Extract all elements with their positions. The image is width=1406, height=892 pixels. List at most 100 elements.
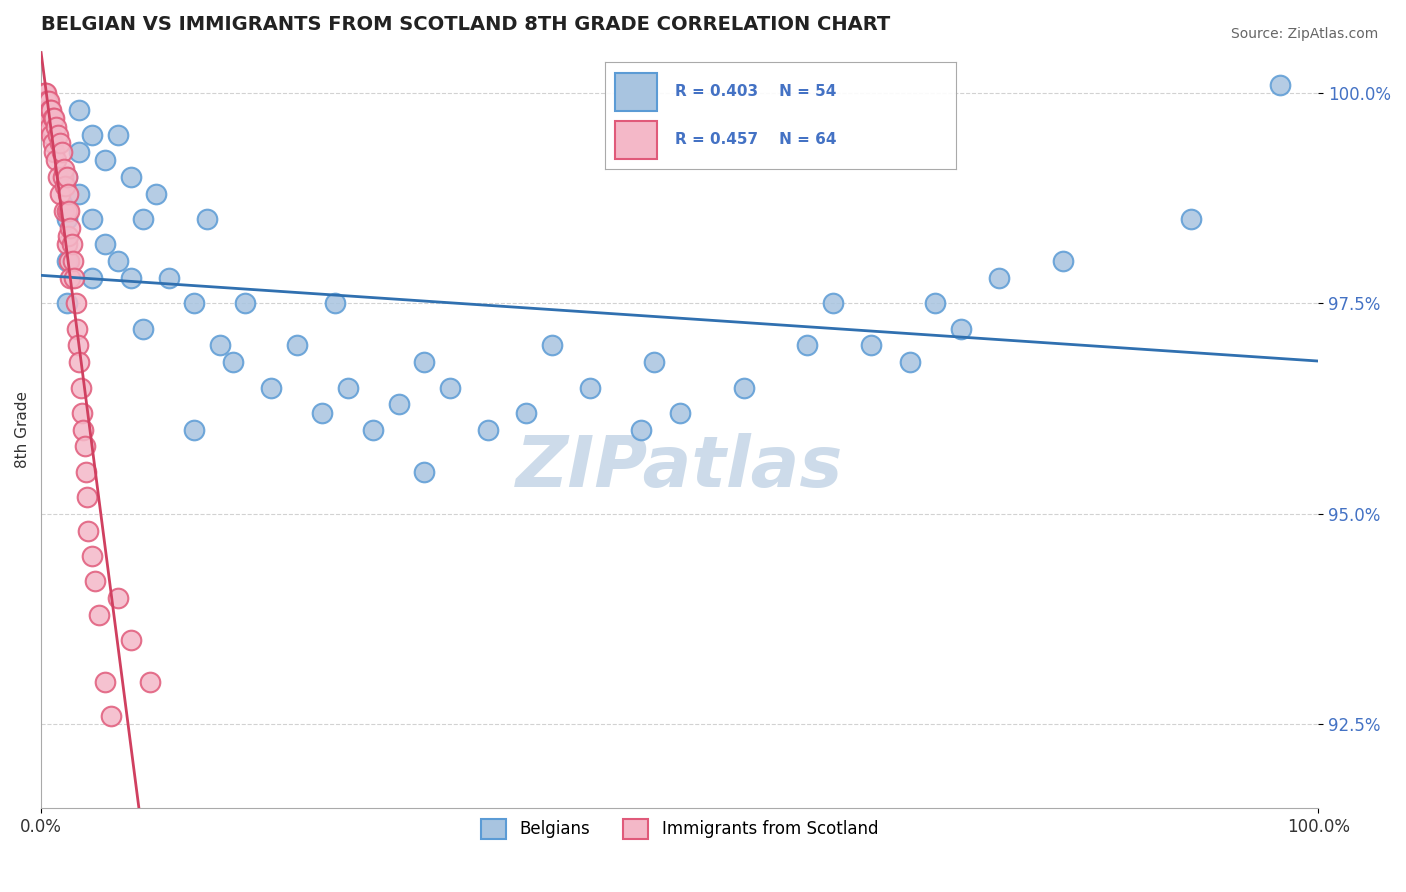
Point bbox=[77, 524, 100, 538]
Point bbox=[413, 465, 436, 479]
Point bbox=[643, 355, 665, 369]
Point bbox=[949, 321, 972, 335]
Point bbox=[107, 128, 129, 142]
Point bbox=[183, 423, 205, 437]
Point bbox=[361, 423, 384, 437]
Point bbox=[120, 170, 142, 185]
Point bbox=[60, 237, 83, 252]
Point bbox=[630, 423, 652, 437]
Point bbox=[477, 423, 499, 437]
Point bbox=[67, 355, 90, 369]
Point bbox=[32, 95, 55, 109]
Point bbox=[65, 296, 87, 310]
Point bbox=[83, 574, 105, 589]
Point bbox=[53, 178, 76, 193]
Point bbox=[285, 338, 308, 352]
Point bbox=[82, 271, 104, 285]
Point bbox=[898, 355, 921, 369]
Point bbox=[107, 254, 129, 268]
Point bbox=[120, 633, 142, 648]
Point bbox=[87, 607, 110, 622]
Point bbox=[221, 355, 243, 369]
Point bbox=[323, 296, 346, 310]
Point bbox=[82, 549, 104, 563]
Point bbox=[439, 380, 461, 394]
Point bbox=[39, 120, 62, 134]
Point bbox=[120, 271, 142, 285]
Legend: Belgians, Immigrants from Scotland: Belgians, Immigrants from Scotland bbox=[474, 812, 884, 846]
Point bbox=[45, 153, 67, 168]
Point bbox=[55, 296, 77, 310]
Point bbox=[733, 380, 755, 394]
Point bbox=[145, 186, 167, 201]
Point bbox=[38, 111, 60, 125]
Point bbox=[132, 212, 155, 227]
Point bbox=[56, 186, 79, 201]
Point bbox=[49, 136, 72, 151]
Point bbox=[53, 161, 76, 176]
Point bbox=[41, 103, 63, 117]
Point bbox=[100, 709, 122, 723]
Point bbox=[668, 406, 690, 420]
Point bbox=[41, 111, 63, 125]
Point bbox=[51, 145, 73, 159]
Point bbox=[82, 128, 104, 142]
Point bbox=[59, 271, 82, 285]
Point bbox=[70, 406, 93, 420]
Point bbox=[34, 86, 56, 100]
Point bbox=[55, 170, 77, 185]
Point bbox=[53, 203, 76, 218]
Point bbox=[138, 675, 160, 690]
Point bbox=[82, 212, 104, 227]
Point bbox=[107, 591, 129, 605]
Point bbox=[63, 271, 86, 285]
Point bbox=[55, 237, 77, 252]
Point bbox=[34, 111, 56, 125]
Text: R = 0.457    N = 64: R = 0.457 N = 64 bbox=[675, 132, 837, 147]
Point bbox=[94, 237, 117, 252]
Point bbox=[67, 338, 90, 352]
Point bbox=[860, 338, 883, 352]
Point bbox=[94, 153, 117, 168]
Point bbox=[38, 95, 60, 109]
Point bbox=[58, 254, 80, 268]
Point bbox=[52, 170, 75, 185]
Point bbox=[34, 103, 56, 117]
Point bbox=[515, 406, 537, 420]
Point bbox=[34, 95, 56, 109]
Point bbox=[94, 675, 117, 690]
Point bbox=[821, 296, 844, 310]
Point bbox=[208, 338, 231, 352]
Text: ZIPatlas: ZIPatlas bbox=[516, 433, 844, 502]
Point bbox=[42, 145, 65, 159]
Point bbox=[311, 406, 333, 420]
Point bbox=[579, 380, 602, 394]
Point bbox=[41, 136, 63, 151]
Point bbox=[37, 103, 59, 117]
Point bbox=[132, 321, 155, 335]
Point bbox=[45, 120, 67, 134]
Point bbox=[260, 380, 283, 394]
Point bbox=[55, 254, 77, 268]
Point bbox=[235, 296, 257, 310]
Point bbox=[988, 271, 1011, 285]
Point bbox=[46, 170, 69, 185]
Point bbox=[32, 86, 55, 100]
Point bbox=[924, 296, 946, 310]
Point bbox=[55, 170, 77, 185]
Point bbox=[195, 212, 218, 227]
Point bbox=[66, 321, 89, 335]
Point bbox=[58, 203, 80, 218]
Point bbox=[59, 220, 82, 235]
Point bbox=[73, 440, 96, 454]
Point bbox=[796, 338, 818, 352]
Point bbox=[55, 203, 77, 218]
Point bbox=[72, 423, 94, 437]
Point bbox=[32, 103, 55, 117]
Point bbox=[1180, 212, 1202, 227]
Point bbox=[183, 296, 205, 310]
Text: R = 0.403    N = 54: R = 0.403 N = 54 bbox=[675, 84, 837, 99]
Point bbox=[1268, 78, 1291, 92]
Text: BELGIAN VS IMMIGRANTS FROM SCOTLAND 8TH GRADE CORRELATION CHART: BELGIAN VS IMMIGRANTS FROM SCOTLAND 8TH … bbox=[41, 15, 890, 34]
Point bbox=[35, 103, 58, 117]
